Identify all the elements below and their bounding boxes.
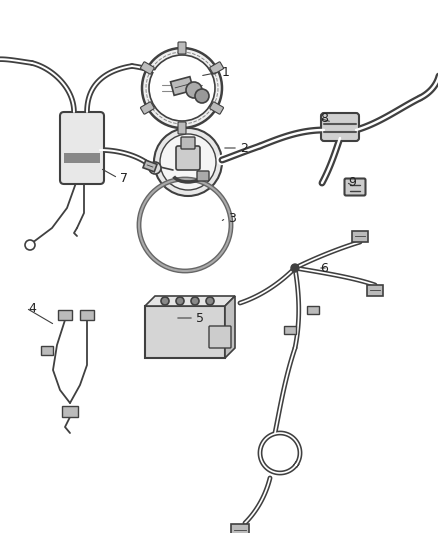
FancyBboxPatch shape: [178, 42, 186, 54]
Circle shape: [191, 297, 199, 305]
Circle shape: [149, 162, 161, 174]
FancyBboxPatch shape: [209, 326, 231, 348]
Circle shape: [186, 82, 202, 98]
Circle shape: [154, 128, 222, 196]
FancyBboxPatch shape: [181, 137, 195, 149]
FancyBboxPatch shape: [345, 179, 365, 196]
Text: 2: 2: [240, 141, 248, 155]
FancyBboxPatch shape: [352, 230, 368, 241]
FancyBboxPatch shape: [60, 112, 104, 184]
Circle shape: [142, 48, 222, 128]
Circle shape: [25, 240, 35, 250]
Circle shape: [161, 297, 169, 305]
FancyBboxPatch shape: [321, 113, 359, 141]
Circle shape: [206, 297, 214, 305]
Circle shape: [160, 134, 216, 190]
FancyBboxPatch shape: [210, 62, 223, 74]
FancyBboxPatch shape: [170, 77, 194, 95]
Circle shape: [195, 89, 209, 103]
Text: 7: 7: [120, 172, 128, 184]
Circle shape: [291, 264, 299, 272]
Text: 5: 5: [196, 311, 204, 325]
Polygon shape: [225, 296, 235, 358]
Bar: [284, 326, 296, 334]
FancyBboxPatch shape: [178, 122, 186, 134]
Bar: [62, 406, 78, 416]
FancyBboxPatch shape: [367, 285, 383, 295]
Bar: [58, 310, 72, 320]
Circle shape: [176, 297, 184, 305]
Bar: [64, 153, 100, 163]
Text: 6: 6: [320, 262, 328, 274]
FancyBboxPatch shape: [141, 102, 154, 114]
FancyBboxPatch shape: [141, 62, 154, 74]
FancyBboxPatch shape: [197, 171, 209, 181]
Bar: [80, 310, 94, 320]
Bar: [41, 345, 53, 354]
Text: 9: 9: [348, 175, 356, 189]
Bar: [145, 306, 225, 358]
FancyBboxPatch shape: [210, 102, 223, 114]
Text: 8: 8: [320, 111, 328, 125]
Text: 3: 3: [228, 212, 236, 224]
FancyBboxPatch shape: [143, 160, 157, 172]
FancyBboxPatch shape: [231, 524, 249, 533]
Text: 1: 1: [222, 66, 230, 78]
Text: 4: 4: [28, 302, 36, 314]
FancyBboxPatch shape: [176, 146, 200, 170]
Circle shape: [149, 55, 215, 121]
Bar: [307, 306, 319, 314]
Polygon shape: [145, 296, 235, 306]
